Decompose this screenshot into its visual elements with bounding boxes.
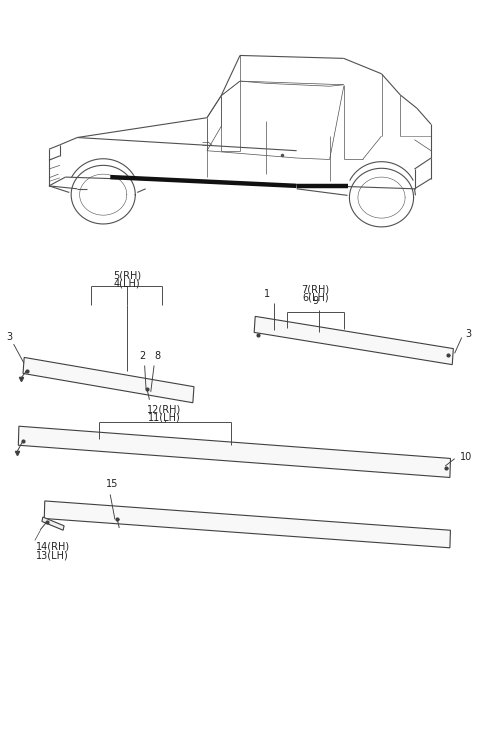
- Text: 7(RH): 7(RH): [301, 285, 330, 294]
- Polygon shape: [42, 517, 64, 531]
- Text: 3: 3: [466, 329, 471, 339]
- Text: 8: 8: [154, 351, 160, 361]
- Text: 9: 9: [312, 296, 319, 306]
- Text: 2: 2: [139, 351, 145, 361]
- Text: 13(LH): 13(LH): [36, 550, 69, 560]
- Polygon shape: [23, 357, 194, 403]
- Text: 10: 10: [460, 452, 472, 462]
- Polygon shape: [18, 426, 451, 477]
- Text: 4(LH): 4(LH): [113, 279, 140, 288]
- Text: 3: 3: [7, 332, 13, 342]
- Polygon shape: [44, 501, 450, 548]
- Text: 11(LH): 11(LH): [148, 413, 181, 422]
- Text: 15: 15: [107, 479, 119, 489]
- Text: 14(RH): 14(RH): [36, 542, 70, 551]
- Text: 5(RH): 5(RH): [113, 270, 141, 280]
- Polygon shape: [254, 316, 453, 365]
- Text: 6(LH): 6(LH): [302, 292, 329, 302]
- Text: 12(RH): 12(RH): [147, 405, 181, 414]
- Text: 1: 1: [264, 288, 270, 299]
